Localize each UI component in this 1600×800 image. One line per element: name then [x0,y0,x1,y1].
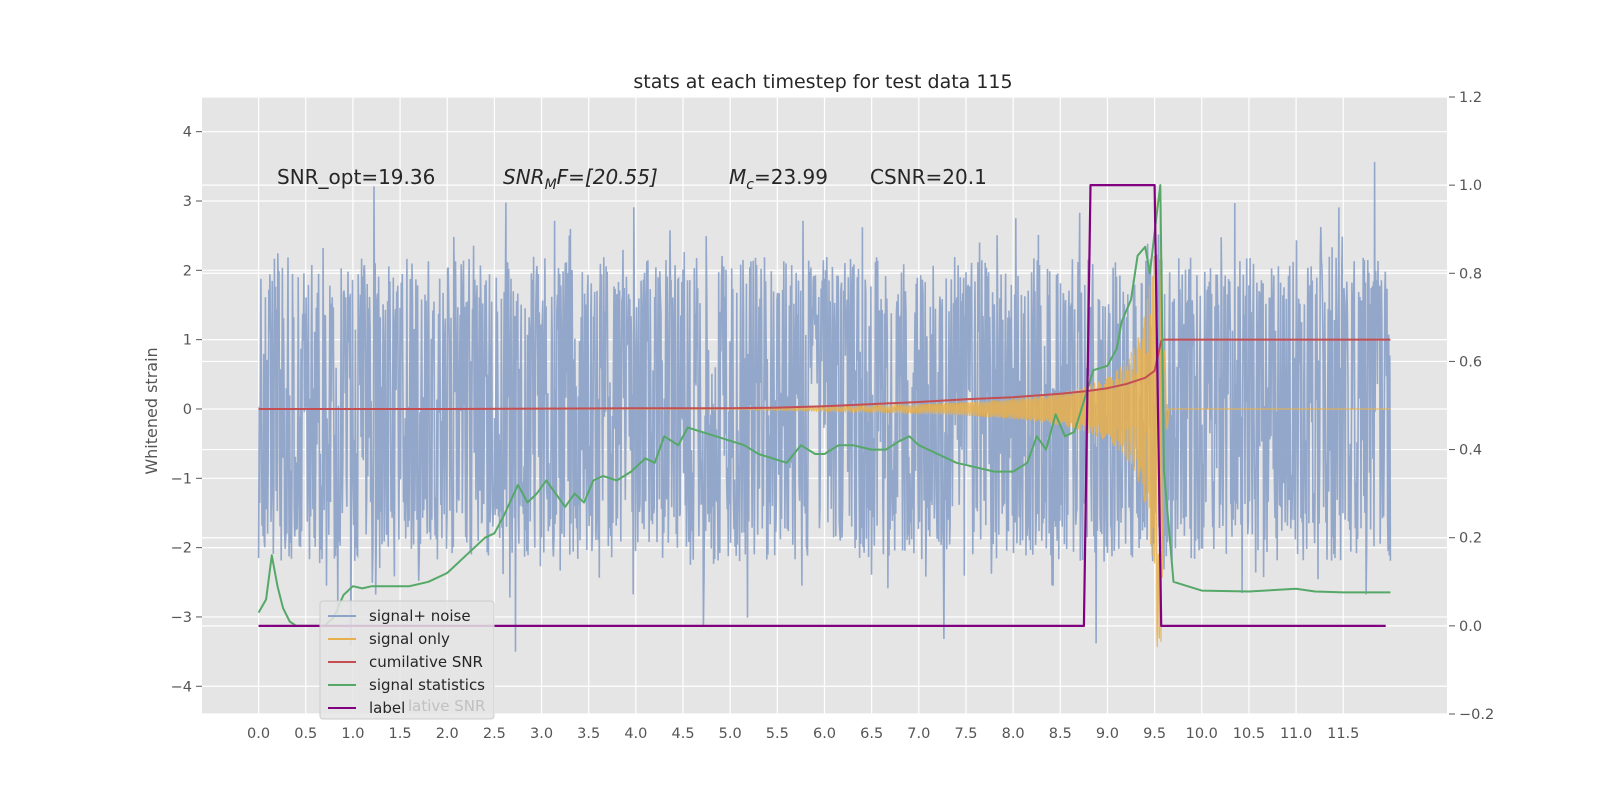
annotation-csnr: CSNR=20.1 [870,165,987,189]
legend-ghost-text: lative SNR [408,697,485,715]
x-tick-label: 0.5 [294,726,317,742]
chart-title: stats at each timestep for test data 115 [633,71,1012,93]
legend-label-noise: signal+ noise [369,607,471,625]
annotation-snr-mf: SNRMF=[20.55] [503,165,658,193]
x-tick-label: 7.0 [907,726,930,742]
x-tick-label: 6.5 [860,726,883,742]
legend-label-label: label [369,699,405,717]
y-tick-label: −2 [171,541,192,557]
y-tick-label: 3 [183,194,192,210]
y-tick-label: −1 [171,471,192,487]
x-tick-label: 8.0 [1002,726,1025,742]
legend-label-stats: signal statistics [369,676,485,694]
x-tick-label: 3.5 [577,726,600,742]
x-tick-label: 11.5 [1327,726,1359,742]
y2-tick-label: 1.0 [1459,178,1482,194]
annotation-snr-opt: SNR_opt=19.36 [277,165,435,189]
x-tick-label: 9.0 [1096,726,1119,742]
x-tick-label: 0.0 [247,726,270,742]
annotations: SNR_opt=19.36 SNRMF=[20.55] Mc=23.99 CSN… [277,165,987,193]
series-layer [257,161,1392,652]
annotation-chirp-mass: Mc=23.99 [729,165,828,193]
x-tick-label: 1.0 [341,726,364,742]
x-tick-label: 4.5 [671,726,694,742]
series-label [258,184,1386,627]
x-tick-label: 1.5 [389,726,412,742]
y2-tick-label: 0.6 [1459,354,1482,370]
x-tick-label: 9.5 [1143,726,1166,742]
y-tick-label: 4 [183,125,192,141]
tick-labels: 0.0 0.5 1.0 1.5 2.0 2.5 3.0 3.5 4.0 4.5 5.0 5.5 6.0 6… [171,90,1495,742]
y-tick-label: 0 [183,402,192,418]
x-tick-label: 10.5 [1233,726,1265,742]
x-tick-label: 4.0 [624,726,647,742]
legend-label-csnr: cumilative SNR [369,653,483,671]
y-tick-label: 2 [183,263,192,279]
y2-tick-label: 0.4 [1459,443,1482,459]
legend: lative SNR signal+ noise signal only cumila… [319,600,495,720]
series-signal-noise [257,161,1392,652]
x-tick-label: 6.0 [813,726,836,742]
y-axis-label: Whitened strain [142,347,161,474]
series-signal-statistics [257,184,1391,627]
x-tick-label: 5.0 [719,726,742,742]
legend-label-signal: signal only [369,630,450,648]
y-tick-label: −3 [171,610,192,626]
x-tick-label: 2.0 [436,726,459,742]
series-cumulative-snr [258,338,1391,410]
y2-tick-label: 1.2 [1459,90,1482,106]
x-tick-label: 3.0 [530,726,553,742]
y2-tick-label: 0.2 [1459,531,1482,547]
x-tick-label: 7.5 [954,726,977,742]
x-tick-label: 11.0 [1280,726,1312,742]
x-tick-label: 5.5 [766,726,789,742]
x-tick-label: 2.5 [483,726,506,742]
x-tick-label: 8.5 [1049,726,1072,742]
x-tick-label: 10.0 [1186,726,1218,742]
y-tick-label: −4 [171,679,192,695]
y2-tick-label: −0.2 [1459,707,1494,723]
legend-box [319,600,495,720]
y-tick-label: 1 [183,333,192,349]
y2-tick-label: 0.8 [1459,266,1482,282]
y2-tick-label: 0.0 [1459,619,1482,635]
